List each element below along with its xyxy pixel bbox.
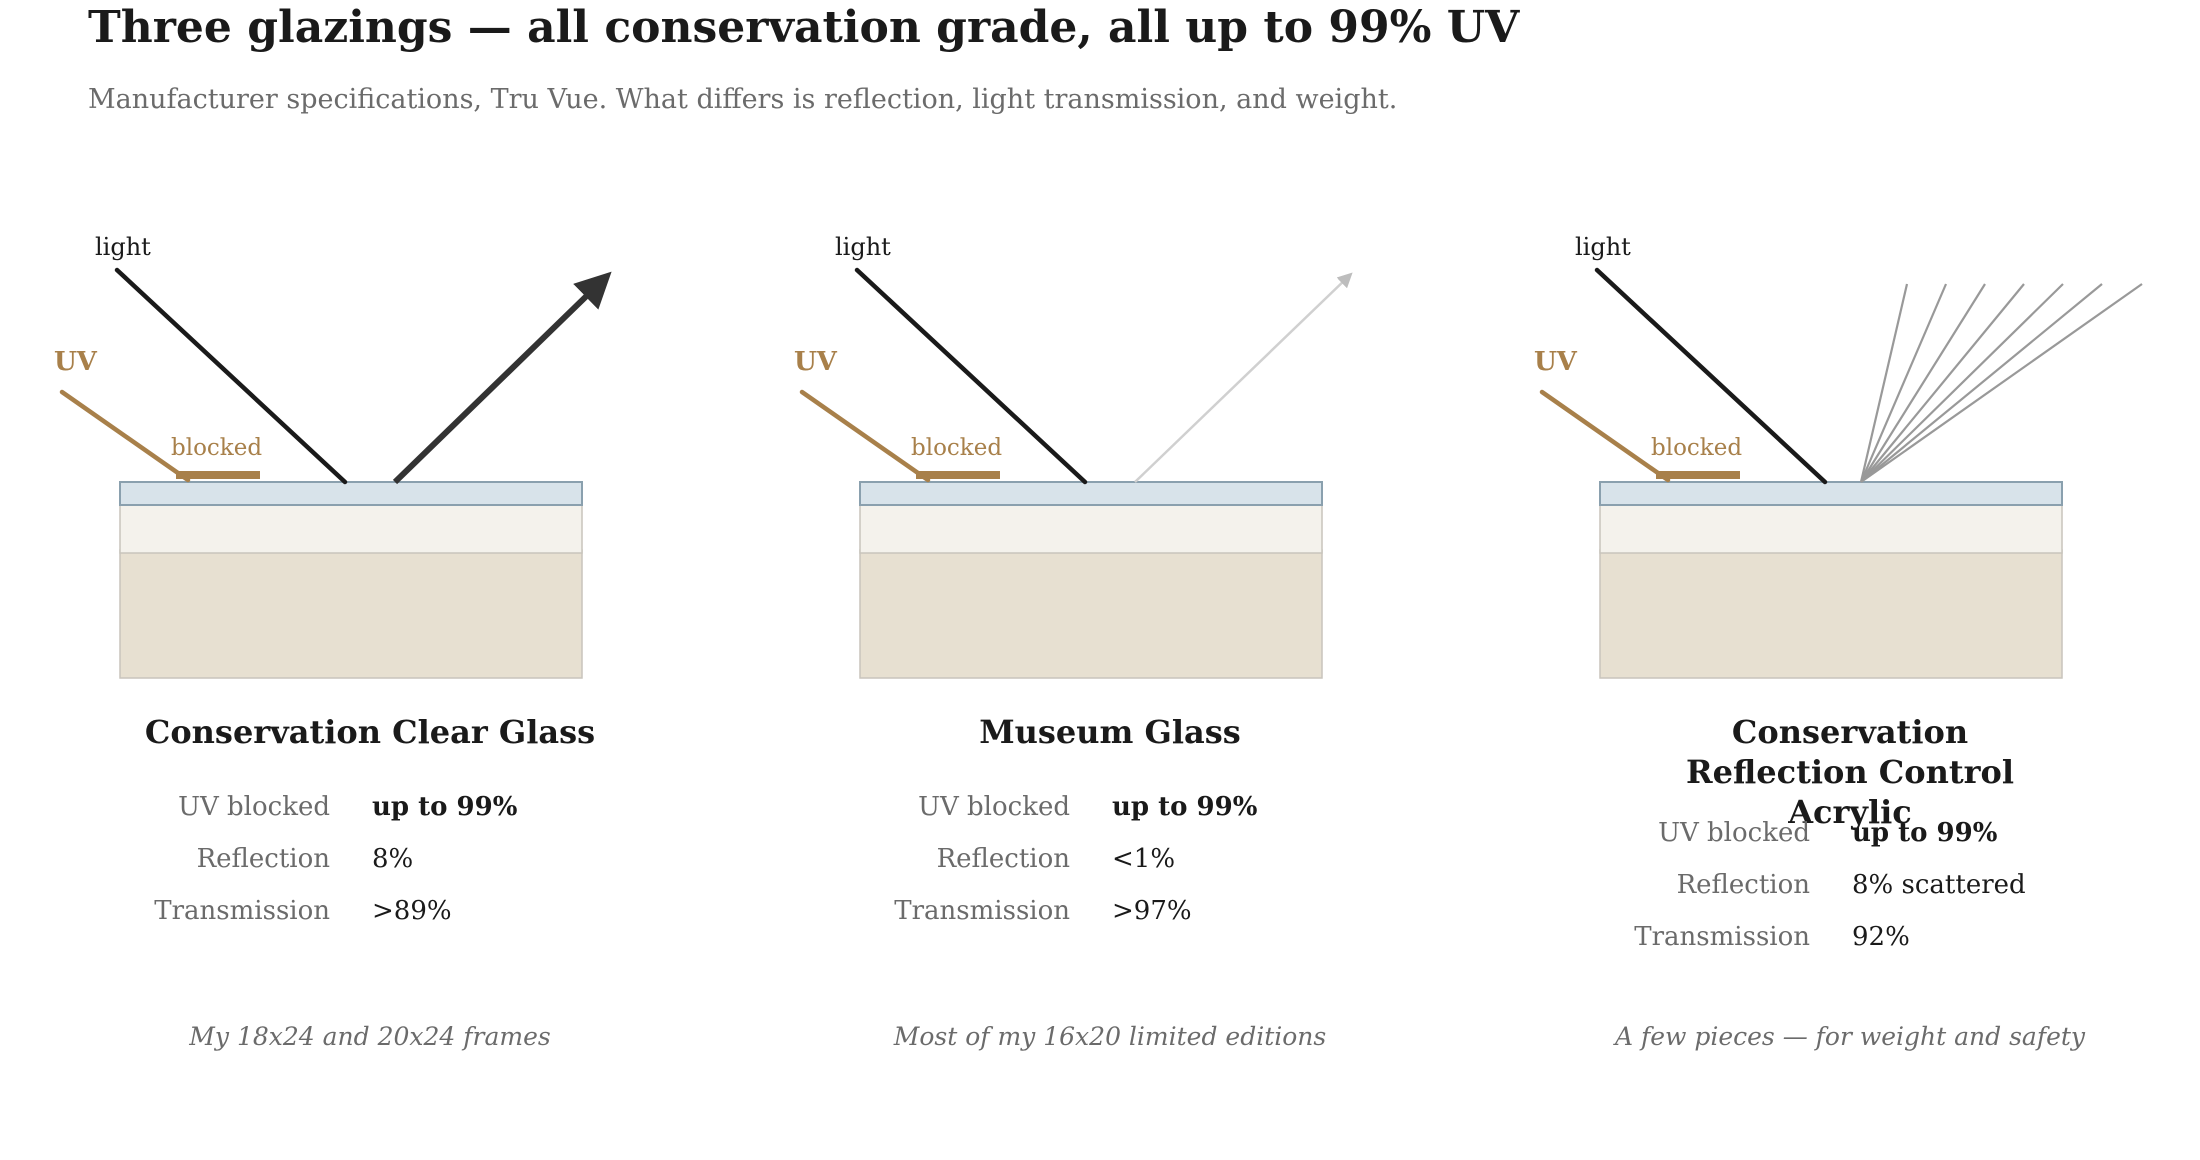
uv-ray — [1539, 389, 1671, 483]
spec-row: Transmission >89% — [0, 896, 740, 936]
scattered-reflection-ray — [1860, 283, 2025, 483]
usage-note: My 18x24 and 20x24 frames — [189, 1022, 551, 1051]
spec-label: Reflection — [196, 844, 330, 874]
uv-ray — [799, 389, 931, 483]
spec-row: Transmission 92% — [1480, 922, 2200, 962]
spec-value: up to 99% — [372, 792, 518, 822]
spec-value: <1% — [1112, 844, 1176, 874]
glazing-name: Conservation Clear Glass — [144, 713, 596, 751]
spec-row: Reflection 8% scattered — [1480, 870, 2200, 910]
glazing-panel: light UV blocked Conservation Reflection Co… — [1480, 0, 2200, 1160]
spec-label: Reflection — [1676, 870, 1810, 900]
glazing-diagram: light UV blocked — [1534, 233, 2143, 679]
spec-label: Reflection — [936, 844, 1070, 874]
mat-layer — [1599, 504, 2063, 554]
spec-label: UV blocked — [1658, 818, 1810, 848]
uv-label: UV — [54, 347, 98, 377]
incident-light-ray — [1594, 267, 1828, 485]
spec-row: UV blocked up to 99% — [0, 792, 740, 832]
light-label: light — [1575, 233, 1631, 261]
spec-label: Transmission — [1634, 922, 1810, 952]
spec-value: >97% — [1112, 896, 1192, 926]
glazing-diagram: light UV blocked — [54, 233, 612, 679]
glazing-layer — [1599, 481, 2063, 506]
incident-light-ray — [114, 267, 348, 485]
glazing-name: Museum Glass — [979, 713, 1241, 751]
spec-label: UV blocked — [178, 792, 330, 822]
spec-row: UV blocked up to 99% — [740, 792, 1480, 832]
artwork-layer — [859, 549, 1323, 679]
blocked-label: blocked — [171, 435, 262, 461]
scattered-reflection-ray — [1860, 283, 2143, 483]
glazing-panel: light UV blocked Museum Glass UV blocked up t… — [740, 0, 1480, 1160]
spec-value: up to 99% — [1852, 818, 1998, 848]
reflected-light-ray — [392, 271, 612, 485]
mat-layer — [859, 504, 1323, 554]
incident-light-ray — [854, 267, 1088, 485]
glazing-diagram: light UV blocked — [794, 233, 1353, 679]
artwork-layer — [119, 549, 583, 679]
glazing-layer — [119, 481, 583, 506]
uv-label: UV — [1534, 347, 1578, 377]
spec-value: 8% scattered — [1852, 870, 2026, 900]
spec-value: 92% — [1852, 922, 1910, 952]
usage-note: Most of my 16x20 limited editions — [893, 1022, 1327, 1051]
light-label: light — [95, 233, 151, 261]
spec-value: up to 99% — [1112, 792, 1258, 822]
blocked-label: blocked — [1651, 435, 1742, 461]
spec-row: UV blocked up to 99% — [1480, 818, 2200, 858]
page-title: Three glazings — all conservation grade,… — [88, 2, 1520, 53]
spec-label: Transmission — [154, 896, 330, 926]
spec-row: Transmission >97% — [740, 896, 1480, 936]
page-subtitle: Manufacturer specifications, Tru Vue. Wh… — [88, 84, 1398, 115]
glazing-layer — [859, 481, 1323, 506]
spec-row: Reflection 8% — [0, 844, 740, 884]
spec-value: 8% — [372, 844, 414, 874]
blocked-label: blocked — [911, 435, 1002, 461]
uv-label: UV — [794, 347, 838, 377]
reflected-light-ray — [1134, 272, 1353, 483]
scattered-reflection-ray — [1860, 283, 1986, 483]
scattered-reflection-ray — [1860, 283, 2064, 483]
glazing-panel: light UV blocked Conservation Clear Glass UV… — [0, 0, 740, 1160]
uv-ray — [59, 389, 191, 483]
spec-row: Reflection <1% — [740, 844, 1480, 884]
scattered-reflection-ray — [1859, 283, 1909, 483]
mat-layer — [119, 504, 583, 554]
spec-label: UV blocked — [918, 792, 1070, 822]
spec-value: >89% — [372, 896, 452, 926]
spec-label: Transmission — [894, 896, 1070, 926]
scattered-reflection-ray — [1859, 283, 1948, 483]
light-label: light — [835, 233, 891, 261]
usage-note: A few pieces — for weight and safety — [1614, 1022, 2086, 1051]
artwork-layer — [1599, 549, 2063, 679]
scattered-reflection-ray — [1860, 283, 2103, 483]
glazing-name: Conservation Reflection Control Acrylic — [1686, 713, 2014, 831]
